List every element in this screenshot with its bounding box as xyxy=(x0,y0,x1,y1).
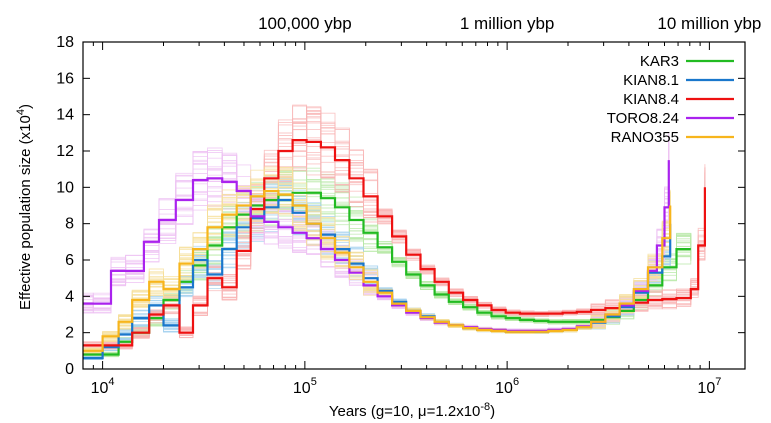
bootstrap-curve-kar3 xyxy=(83,179,692,357)
legend-label-kian8-4: KIAN8.4 xyxy=(623,91,679,108)
plot-frame xyxy=(82,41,746,370)
y-tick-label: 8 xyxy=(65,216,74,233)
legend-label-kar3: KAR3 xyxy=(640,53,679,70)
x-tick-label: 107 xyxy=(697,376,721,397)
bootstrap-curve-kar3 xyxy=(83,178,692,358)
y-tick-label: 4 xyxy=(65,288,74,305)
x-tick-label: 104 xyxy=(91,376,115,397)
x-tick-label: 105 xyxy=(293,376,317,397)
x-axis-title-close: ) xyxy=(490,403,495,420)
legend-label-toro8-24: TORO8.24 xyxy=(607,110,679,127)
legend: KAR3 KIAN8.1 KIAN8.4 TORO8.24 RANO355 xyxy=(607,53,734,146)
top-label-1: 100,000 ybp xyxy=(258,14,352,33)
y-tick-label: 0 xyxy=(65,361,74,378)
y-tick-label: 12 xyxy=(56,143,74,160)
y-tick-label: 6 xyxy=(65,252,74,269)
y-axis-title: Effective population size (x104) xyxy=(15,104,34,310)
top-label-2: 1 million ybp xyxy=(460,14,555,33)
top-label-3: 10 million ybp xyxy=(657,14,761,33)
legend-label-kian8-1: KIAN8.1 xyxy=(623,72,679,89)
y-tick-label: 14 xyxy=(56,107,74,124)
y-axis-title-close: ) xyxy=(17,104,34,109)
main-curves xyxy=(83,139,706,360)
bootstrap-curve-rano355 xyxy=(83,184,671,353)
x-tick-label: 106 xyxy=(495,376,519,397)
y-tick-label: 16 xyxy=(56,70,74,87)
y-tick-label: 2 xyxy=(65,325,74,342)
y-axis-title-exponent: 4 xyxy=(15,109,27,115)
series-line-kar3 xyxy=(83,191,691,356)
y-axis-title-text: Effective population size (x10 xyxy=(17,115,34,310)
x-axis-title-exponent: -8 xyxy=(480,401,490,413)
series-line-rano355 xyxy=(83,189,672,352)
legend-label-rano355: RANO355 xyxy=(611,129,679,146)
x-axis-title: Years (g=10, μ=1.2x10-8) xyxy=(329,401,495,420)
bootstrap-curve-kar3 xyxy=(83,205,692,356)
axis-ticks: 0 2 4 6 8 10 12 14 16 18 104 105 106 107 xyxy=(56,34,745,397)
y-tick-label: 10 xyxy=(56,179,74,196)
y-tick-label: 18 xyxy=(56,34,74,51)
x-axis-title-text: Years (g=10, μ=1.2x10 xyxy=(329,403,481,420)
top-time-labels: 100,000 ybp 1 million ybp 10 million ybp xyxy=(258,14,761,33)
